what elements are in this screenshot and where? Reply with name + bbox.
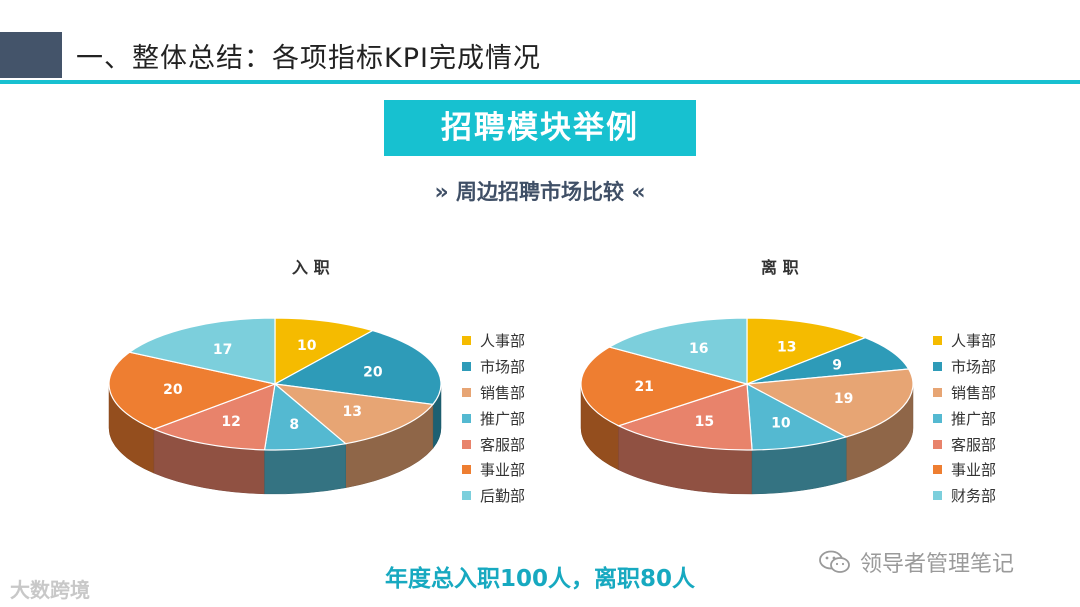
summary-text: 年度总入职100人，离职80人 — [384, 566, 696, 592]
pie-label-0-1: 20 — [363, 364, 383, 380]
legend-swatch — [462, 491, 471, 501]
legend-item-1-6: 财务部 — [933, 483, 996, 509]
legend-swatch — [933, 491, 942, 501]
legend-label: 客服部 — [951, 435, 997, 454]
legend-swatch — [462, 413, 471, 423]
double-chevron-left-icon: « — [631, 180, 646, 205]
double-chevron-right-icon: » — [434, 180, 449, 205]
subtitle: » 周边招聘市场比较 « — [0, 176, 1080, 206]
legend-item-0-0: 人事部 — [462, 328, 525, 354]
legend-item-1-5: 事业部 — [933, 457, 996, 483]
section-banner: 招聘模块举例 — [384, 100, 696, 156]
pie-slice-0-0 — [274, 317, 375, 386]
pie-chart-onboard: 10 20 13 8 12 20 17 — [108, 317, 442, 495]
legend-label: 财务部 — [951, 487, 997, 506]
pie-slice-1-6 — [607, 317, 748, 385]
pie-slice-1-3 — [746, 382, 848, 451]
legend-swatch — [462, 439, 471, 449]
legend-swatch — [462, 387, 471, 397]
pie-slice-0-4 — [152, 383, 276, 451]
watermark-right: 领导者管理笔记 — [818, 546, 1014, 578]
legend-label: 人事部 — [951, 332, 997, 351]
legend-item-0-2: 销售部 — [462, 380, 525, 406]
pie-slice-1-5 — [580, 346, 750, 427]
pie-label-0-0: 10 — [297, 338, 317, 354]
chart-title-onboard: 入 职 — [292, 258, 330, 277]
legend-item-1-1: 市场部 — [933, 354, 996, 380]
legend-swatch — [933, 413, 942, 423]
pie-side-0-3 — [264, 443, 346, 495]
legend-swatch — [933, 387, 942, 397]
pie-label-0-6: 17 — [213, 342, 232, 358]
legend-swatch — [462, 362, 471, 372]
legend-item-1-0: 人事部 — [933, 328, 996, 354]
legend-label: 客服部 — [480, 435, 526, 454]
legend-swatch — [462, 336, 471, 346]
legend-label: 事业部 — [480, 461, 526, 480]
legend-swatch — [933, 465, 942, 475]
legend-label: 推广部 — [480, 409, 526, 428]
legend-label: 推广部 — [951, 409, 997, 428]
legend-label: 销售部 — [480, 383, 526, 402]
legend-swatch — [462, 465, 471, 475]
legend-item-0-3: 推广部 — [462, 405, 525, 431]
pie-label-0-5: 20 — [163, 382, 183, 398]
pie-chart-resign: 13 9 19 10 15 21 16 — [580, 317, 914, 495]
wechat-icon — [819, 550, 850, 573]
pie-slice-0-5 — [108, 351, 278, 430]
pie-label-0-3: 8 — [289, 417, 299, 433]
legend-item-0-1: 市场部 — [462, 354, 525, 380]
legend-item-0-5: 事业部 — [462, 457, 525, 483]
legend-label: 销售部 — [951, 383, 997, 402]
legend-item-1-3: 推广部 — [933, 405, 996, 431]
legend-swatch — [933, 362, 942, 372]
legend-label: 市场部 — [480, 358, 526, 377]
legend-swatch — [933, 439, 942, 449]
legend-label: 市场部 — [951, 358, 997, 377]
pie-label-1-6: 16 — [689, 341, 708, 357]
pie-slice-0-1 — [273, 329, 442, 406]
subtitle-text: 周边招聘市场比较 — [456, 180, 624, 204]
legend-item-1-2: 销售部 — [933, 380, 996, 406]
pie-slice-1-0 — [746, 317, 867, 385]
pie-slice-0-6 — [128, 317, 276, 385]
watermark-right-text: 领导者管理笔记 — [860, 552, 1015, 577]
page-title: 一、整体总结：各项指标KPI完成情况 — [76, 43, 541, 74]
pie-label-1-3: 10 — [771, 416, 791, 432]
watermark-left-text: 大数跨境 — [10, 578, 90, 602]
chart-title-resign: 离 职 — [761, 258, 799, 277]
legend-label: 人事部 — [480, 332, 526, 351]
legend-label: 事业部 — [951, 461, 997, 480]
header-divider — [0, 80, 1080, 84]
pie-label-1-5: 21 — [634, 379, 653, 395]
legend-label: 后勤部 — [480, 487, 526, 506]
pie-slice-0-2 — [273, 383, 435, 445]
legend-swatch — [933, 336, 942, 346]
pie-label-0-4: 12 — [221, 414, 240, 430]
watermark-left: 大数跨境 — [10, 574, 90, 603]
legend-onboard: 人事部市场部销售部推广部客服部事业部后勤部 — [462, 328, 525, 509]
pie-label-1-4: 15 — [695, 414, 714, 430]
pie-label-1-1: 9 — [832, 357, 842, 373]
pie-label-1-0: 13 — [777, 339, 796, 355]
legend-resign: 人事部市场部销售部推广部客服部事业部财务部 — [933, 328, 996, 509]
pie-label-0-2: 13 — [342, 404, 361, 420]
legend-item-0-6: 后勤部 — [462, 483, 525, 509]
legend-item-1-4: 客服部 — [933, 431, 996, 457]
legend-item-0-4: 客服部 — [462, 431, 525, 457]
header-accent-block — [0, 32, 62, 78]
pie-label-1-2: 19 — [834, 391, 853, 407]
pie-slice-1-2 — [744, 368, 914, 438]
pie-slice-1-4 — [616, 383, 753, 451]
